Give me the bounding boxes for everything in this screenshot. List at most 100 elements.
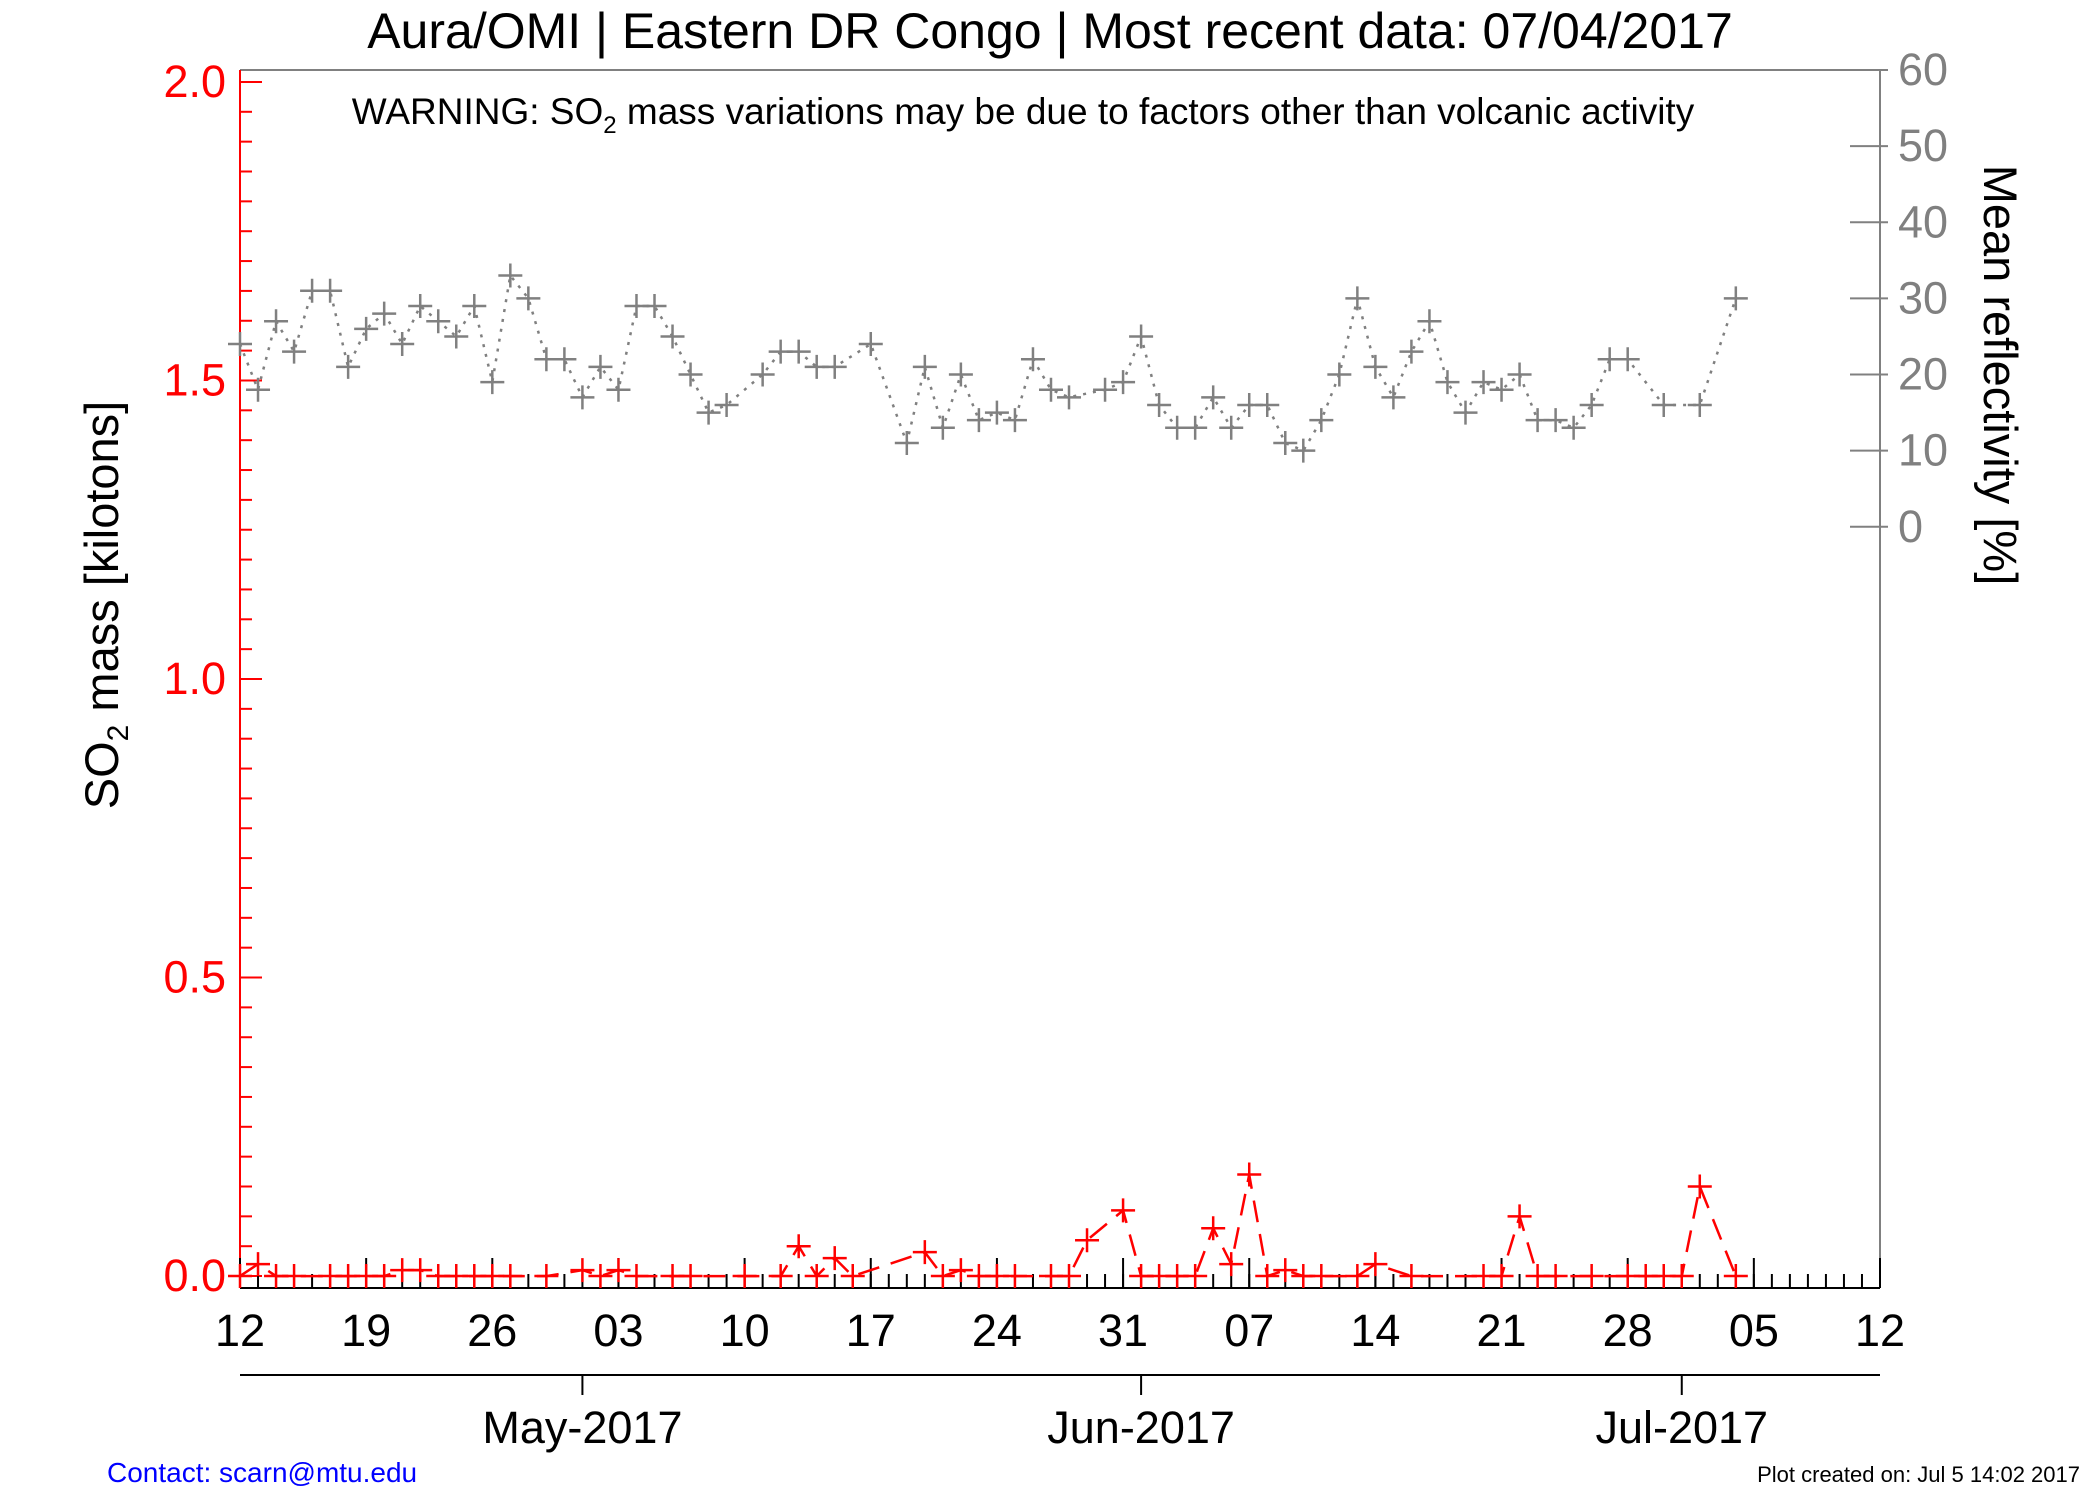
series-line <box>238 272 1737 453</box>
data-point <box>246 377 271 402</box>
warning-text: WARNING: SO2 mass variations may be due … <box>352 91 1695 139</box>
data-point <box>1399 339 1424 364</box>
y-right-tick-label: 40 <box>1898 196 1948 247</box>
data-point <box>372 301 397 326</box>
data-point <box>1002 1264 1027 1289</box>
so2-series <box>228 1162 1748 1289</box>
data-point <box>948 1258 973 1283</box>
data-point <box>858 332 883 357</box>
data-point <box>264 309 289 334</box>
data-point <box>696 400 721 425</box>
data-point <box>678 362 703 387</box>
data-point <box>1687 392 1712 417</box>
data-point <box>1038 377 1063 402</box>
x-tick-label: 19 <box>341 1305 391 1356</box>
data-point <box>1615 347 1640 372</box>
y-right-tick-label: 20 <box>1898 349 1948 400</box>
data-point <box>660 324 685 349</box>
data-point <box>354 316 379 341</box>
data-point <box>552 347 577 372</box>
data-point <box>588 1264 613 1289</box>
data-point <box>534 1264 559 1289</box>
data-point <box>1255 1264 1280 1289</box>
series-layer <box>228 263 1748 1289</box>
plot-frame <box>239 69 1881 1289</box>
x-tick-label: 05 <box>1729 1305 1779 1356</box>
data-point <box>498 1264 523 1289</box>
data-point <box>1381 385 1406 410</box>
data-point <box>1201 1216 1226 1241</box>
x-axis: 12 19 26 03 10 17 24 31 07 14 21 28 05 12 <box>215 1258 1905 1356</box>
data-point <box>930 1264 955 1289</box>
data-point <box>1273 1258 1298 1283</box>
data-point <box>516 286 541 311</box>
x-tick-label: 26 <box>467 1305 517 1356</box>
x-tick-label: 17 <box>846 1305 896 1356</box>
data-point <box>1345 1264 1370 1289</box>
data-point <box>804 1264 829 1289</box>
left-axis: 0.0 0.5 1.0 1.5 2.0 <box>163 56 262 1301</box>
data-point <box>1399 1264 1424 1289</box>
data-point <box>1309 408 1334 433</box>
x-tick-label: 14 <box>1350 1305 1400 1356</box>
data-point <box>1543 408 1568 433</box>
data-point <box>606 377 631 402</box>
data-point <box>912 1240 937 1265</box>
data-point <box>1687 1174 1712 1199</box>
warning-suffix: mass variations may be due to factors ot… <box>617 91 1695 132</box>
data-point <box>1345 286 1370 311</box>
series-line <box>239 1174 1737 1279</box>
data-point <box>1147 392 1172 417</box>
data-point <box>1579 392 1604 417</box>
data-point <box>1057 1264 1082 1289</box>
data-point <box>948 362 973 387</box>
right-axis: 0 10 20 30 40 50 60 <box>1850 44 1948 552</box>
data-point <box>1453 400 1478 425</box>
contact-text: Contact: scarn@mtu.edu <box>107 1457 418 1488</box>
data-point <box>786 1234 811 1259</box>
data-point <box>1651 392 1676 417</box>
data-point <box>1327 362 1352 387</box>
data-point <box>642 293 667 318</box>
data-point <box>822 354 847 379</box>
data-point <box>426 309 451 334</box>
data-point <box>462 293 487 318</box>
data-point <box>570 385 595 410</box>
data-point <box>1057 385 1082 410</box>
data-point <box>1471 370 1496 395</box>
y-tick-label: 1.0 <box>163 653 226 704</box>
data-point <box>498 263 523 288</box>
data-point <box>588 354 613 379</box>
data-point <box>732 1264 757 1289</box>
y-tick-label: 1.5 <box>163 354 226 405</box>
data-point <box>606 1258 631 1283</box>
data-point <box>750 362 775 387</box>
data-point <box>282 339 307 364</box>
data-point <box>1435 370 1460 395</box>
data-point <box>678 1264 703 1289</box>
y-tick-label: 2.0 <box>163 56 226 107</box>
data-point <box>1723 1264 1748 1289</box>
data-point <box>1183 1264 1208 1289</box>
data-point <box>1183 415 1208 440</box>
data-point <box>246 1252 271 1277</box>
y-right-tick-label: 50 <box>1898 120 1948 171</box>
chart-title: Aura/OMI | Eastern DR Congo | Most recen… <box>367 3 1733 59</box>
month-axis: May-2017 Jun-2017 Jul-2017 <box>240 1374 1880 1453</box>
data-point <box>1273 431 1298 456</box>
y-axis-label-right: Mean reflectivity [%] <box>1974 165 2027 586</box>
data-point <box>570 1258 595 1283</box>
data-point <box>1309 1264 1334 1289</box>
warning-prefix: WARNING: SO <box>352 91 603 132</box>
y-right-tick-label: 30 <box>1898 272 1948 323</box>
data-point <box>408 293 433 318</box>
data-point <box>336 354 361 379</box>
data-point <box>318 278 343 303</box>
month-label: May-2017 <box>482 1402 682 1453</box>
data-point <box>1363 354 1388 379</box>
data-point <box>840 1264 865 1289</box>
data-point <box>1723 286 1748 311</box>
data-point <box>1291 438 1316 463</box>
x-tick-label: 24 <box>972 1305 1022 1356</box>
